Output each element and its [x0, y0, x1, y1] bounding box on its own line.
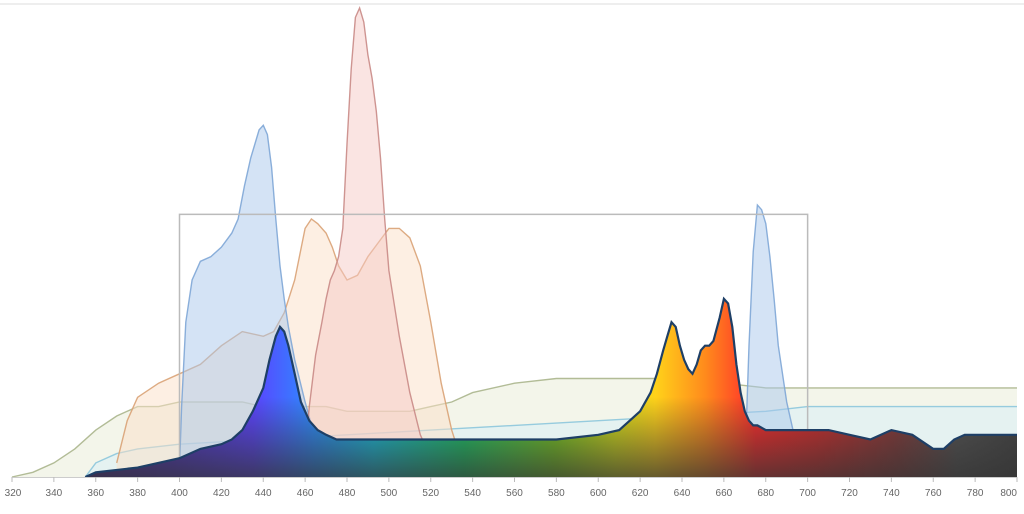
x-tick-label: 580: [548, 488, 565, 499]
x-tick-label: 340: [46, 488, 63, 499]
spectrum-series-shade: [85, 298, 1018, 477]
x-tick-label: 700: [799, 488, 816, 499]
x-tick-label: 520: [422, 488, 439, 499]
pink-series-area: [305, 8, 452, 477]
x-tick-label: 480: [339, 488, 356, 499]
x-tick-label: 500: [381, 488, 398, 499]
x-tick-label: 360: [87, 488, 104, 499]
x-tick-label: 380: [129, 488, 146, 499]
x-tick-label: 320: [5, 488, 22, 499]
x-tick-label: 740: [883, 488, 900, 499]
x-tick-label: 780: [967, 488, 984, 499]
x-tick-label: 420: [213, 488, 230, 499]
x-axis: 320 340 360 380 400 420 440 460 480 500 520 540 560 5…: [5, 477, 1018, 499]
x-tick-label: 440: [255, 488, 272, 499]
x-tick-label: 680: [757, 488, 774, 499]
pink-series-line: [304, 5, 452, 473]
x-tick-label: 660: [716, 488, 733, 499]
spectrum-series-line: [84, 296, 1017, 479]
x-tick-label: 560: [506, 488, 523, 499]
x-tick-label: 540: [464, 488, 481, 499]
x-tick-label: 620: [632, 488, 649, 499]
x-tick-label: 800: [1000, 488, 1017, 499]
x-tick-label: 640: [674, 488, 691, 499]
blue-series-line: [178, 124, 809, 474]
x-tick-label: 760: [925, 488, 942, 499]
x-tick-label: 600: [590, 488, 607, 499]
x-tick-label: 720: [841, 488, 858, 499]
series-layer: [11, 5, 1018, 479]
x-tick-label: 460: [297, 488, 314, 499]
x-tick-label: 400: [171, 488, 188, 499]
